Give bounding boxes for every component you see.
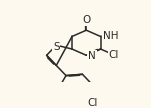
Text: S: S	[53, 42, 60, 52]
Text: O: O	[82, 15, 90, 25]
Text: Cl: Cl	[109, 51, 119, 60]
Text: N: N	[88, 51, 96, 61]
Text: NH: NH	[103, 32, 119, 41]
Text: Cl: Cl	[87, 98, 98, 108]
